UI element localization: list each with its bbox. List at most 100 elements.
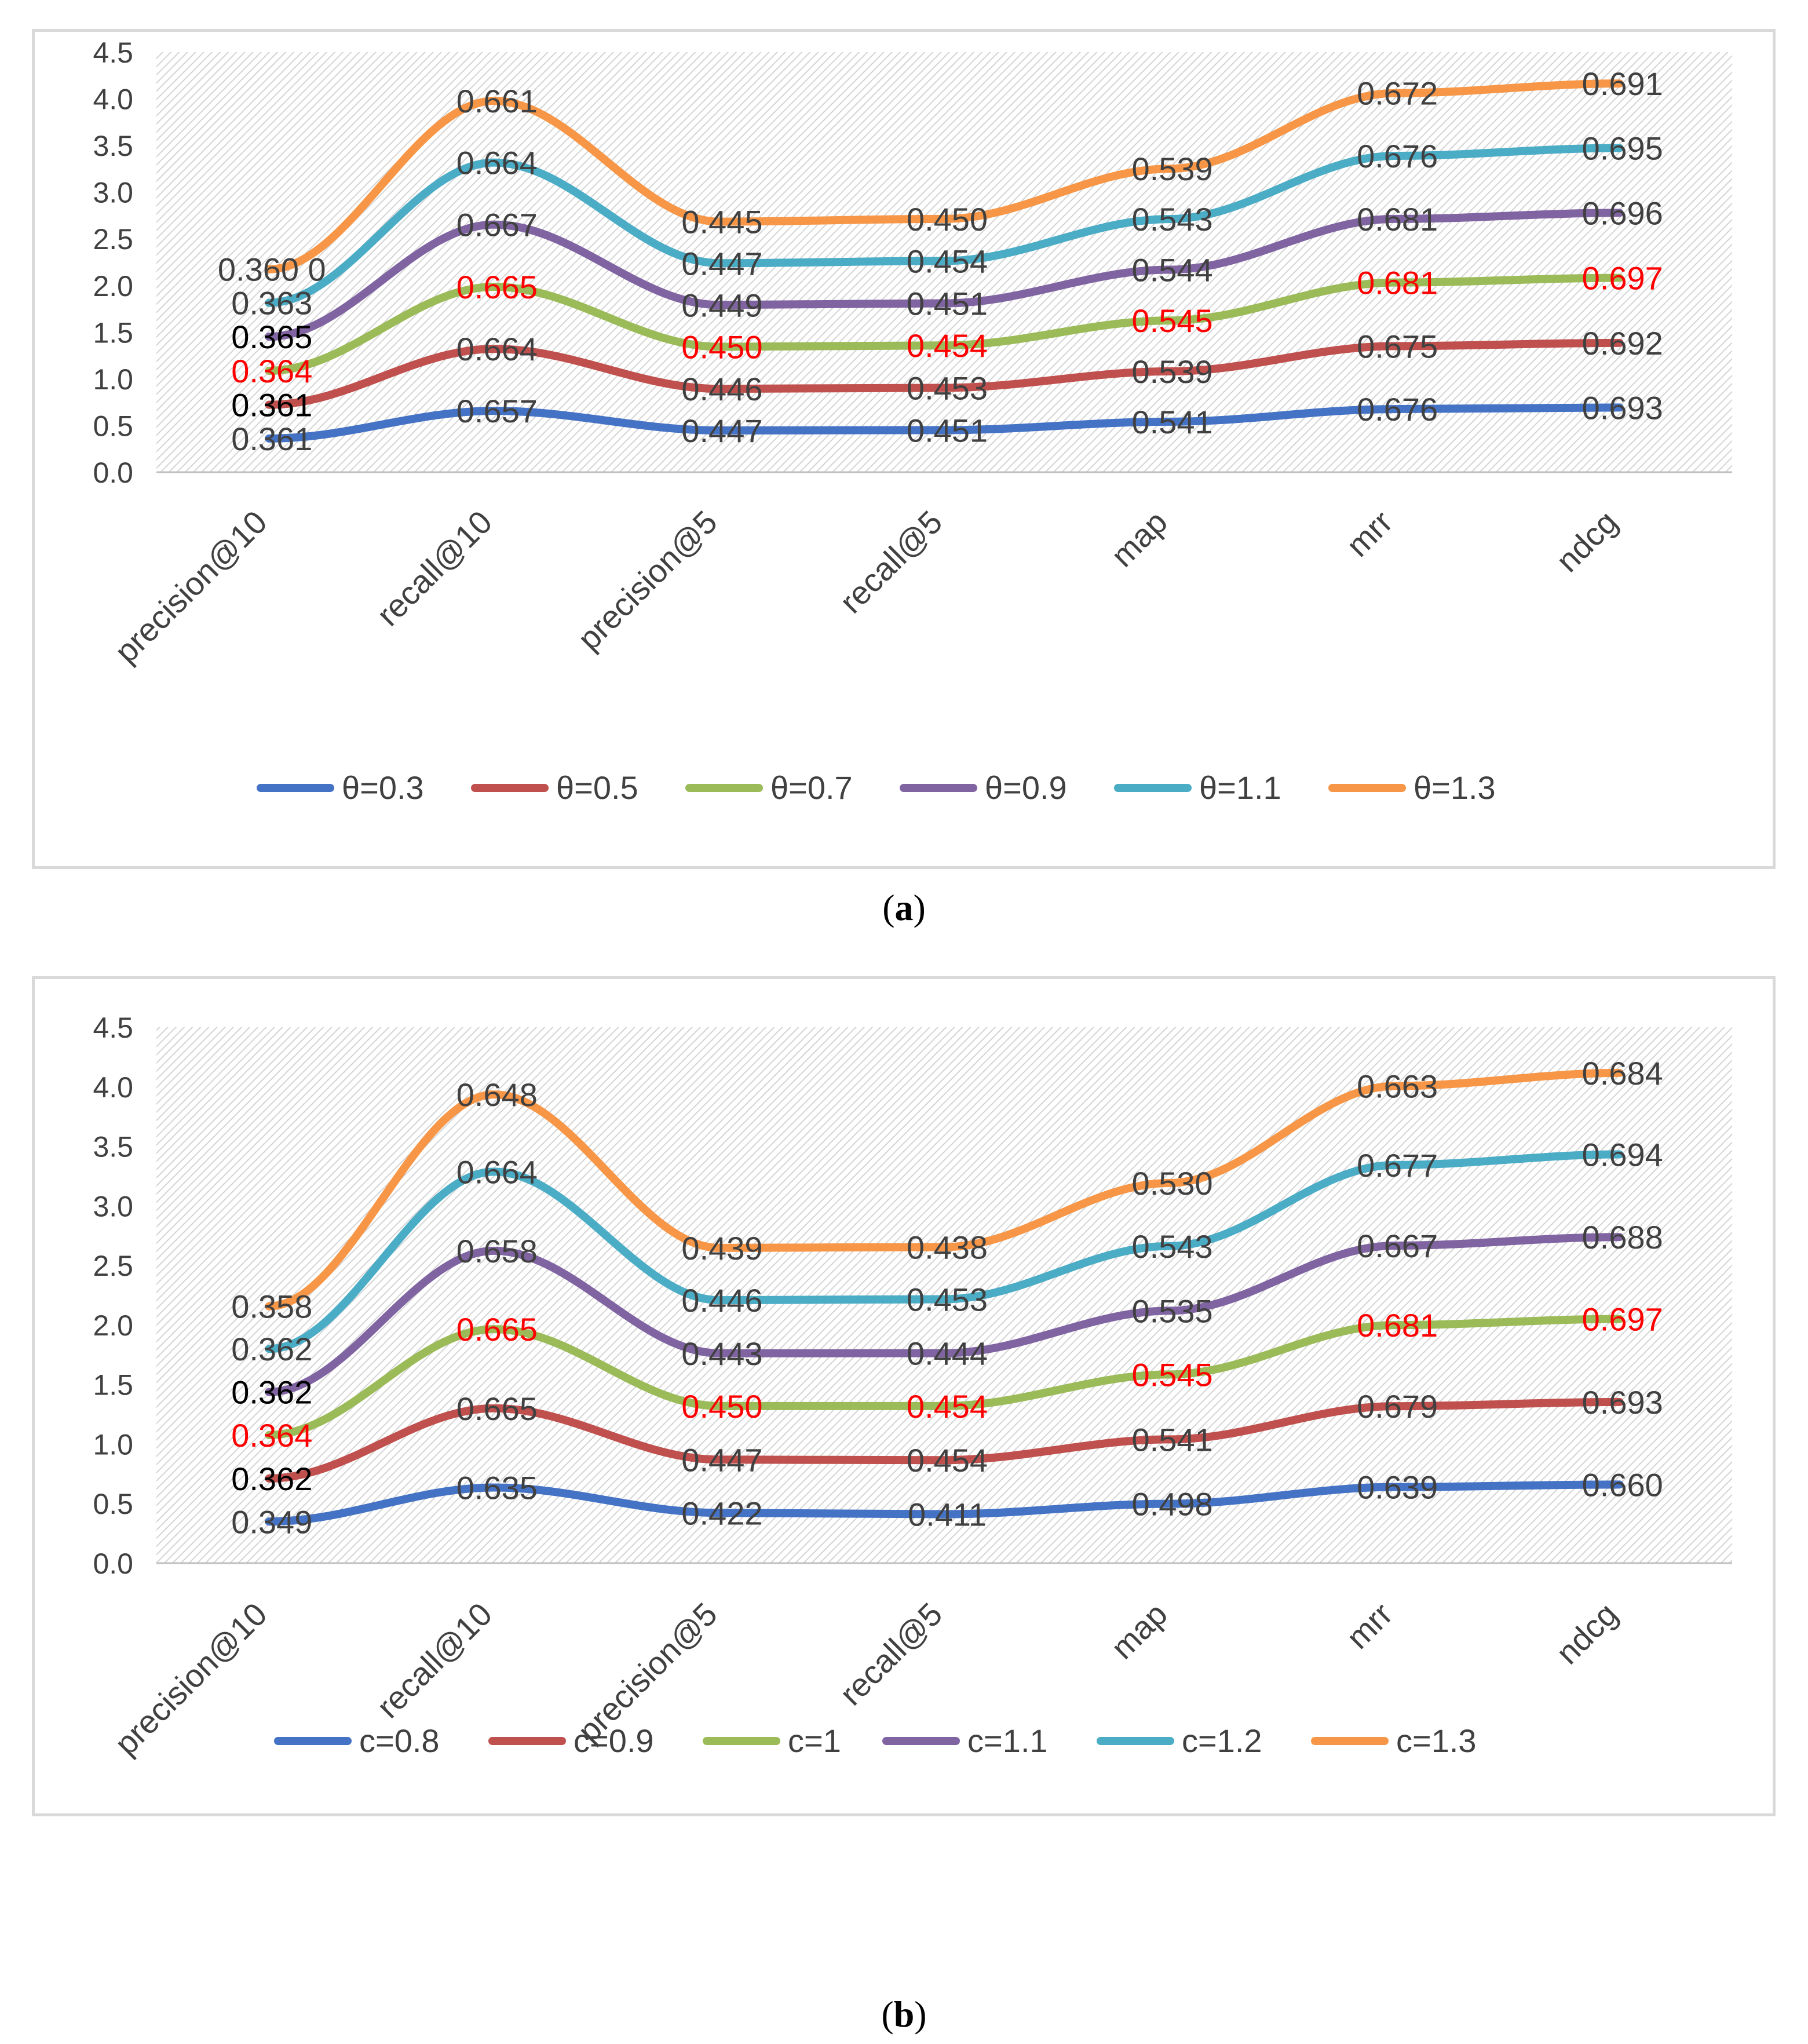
x-tick-label: recall@10 — [370, 1596, 499, 1725]
data-label: 0.681 — [1357, 1307, 1438, 1344]
data-label: 0.539 — [1132, 151, 1213, 187]
y-tick-label: 3.5 — [93, 130, 133, 162]
data-label: 0.535 — [1132, 1293, 1213, 1329]
data-label: 0.658 — [456, 1233, 538, 1269]
series-line — [265, 144, 1624, 307]
legend-entry: c=1.2 — [1097, 1722, 1262, 1759]
data-label: 0.660 — [1582, 1466, 1663, 1503]
data-label: 0.541 — [1132, 404, 1213, 440]
y-tick-label: 0.5 — [93, 1488, 133, 1520]
data-label: 0.362 — [231, 1461, 312, 1497]
x-tick-label: precision@10 — [108, 503, 274, 670]
y-tick-label: 1.0 — [93, 1428, 133, 1461]
series-line — [265, 403, 1624, 443]
legend-label: c=1 — [788, 1722, 841, 1759]
data-label: 0.439 — [681, 1230, 762, 1266]
data-label: 0.446 — [681, 1282, 762, 1319]
y-tick-label: 0.0 — [93, 1547, 133, 1580]
data-label: 0.681 — [1357, 201, 1438, 238]
data-label: 0.438 — [907, 1229, 988, 1265]
y-tick-label: 1.0 — [93, 363, 133, 396]
series-line — [265, 1315, 1624, 1440]
data-label: 0.691 — [1582, 65, 1663, 102]
data-label: 0.665 — [456, 1311, 538, 1348]
line-chart-b: 0.0 0.5 1.0 1.5 2.0 2.5 3.0 3.5 4.0 4.5 precision@… — [93, 1012, 1732, 1762]
data-label: 0.358 — [231, 1289, 312, 1325]
x-tick-label: mrr — [1339, 1596, 1400, 1656]
data-label: 0.664 — [456, 1154, 538, 1190]
y-tick-label: 3.5 — [93, 1131, 133, 1163]
data-label: 0.694 — [1582, 1137, 1663, 1173]
data-label: 0.349 — [231, 1503, 312, 1540]
data-label: 0.675 — [1357, 328, 1438, 364]
data-label: 0.544 — [1132, 252, 1213, 289]
data-label: 0.696 — [1582, 195, 1663, 231]
data-label: 0.543 — [1132, 201, 1213, 238]
series-line — [265, 209, 1624, 341]
y-tick-label: 0.0 — [93, 457, 133, 489]
data-label: 0.444 — [907, 1335, 988, 1372]
data-label: 0.697 — [1582, 260, 1663, 297]
data-label: 0.688 — [1582, 1219, 1663, 1255]
data-label: 0.639 — [1357, 1469, 1438, 1506]
data-label: 0.362 — [231, 1331, 312, 1367]
data-label: 0.664 — [456, 331, 538, 367]
data-label: 0.411 — [908, 1497, 987, 1533]
data-label: 0.657 — [456, 393, 538, 429]
data-label: 0.360 0 — [218, 251, 326, 288]
chart-panel-b: 0.0 0.5 1.0 1.5 2.0 2.5 3.0 3.5 4.0 4.5 precision@… — [32, 976, 1776, 1816]
data-label: 0.451 — [907, 286, 988, 322]
data-label: 0.543 — [1132, 1228, 1213, 1265]
data-label: 0.453 — [907, 1281, 988, 1317]
series-line — [265, 1150, 1624, 1353]
legend-entry: θ=1.1 — [1114, 769, 1281, 806]
legend-label: c=1.2 — [1182, 1722, 1262, 1759]
legend-entry: c=1.3 — [1311, 1722, 1477, 1759]
data-label: 0.677 — [1357, 1147, 1438, 1184]
legend-label: θ=1.3 — [1413, 769, 1496, 806]
series-line — [265, 273, 1624, 375]
data-label: 0.545 — [1132, 1356, 1213, 1393]
data-label: 0.364 — [231, 353, 312, 389]
y-tick-label: 4.0 — [93, 1071, 133, 1104]
y-tick-label: 2.5 — [93, 223, 133, 256]
data-label: 0.697 — [1582, 1301, 1663, 1338]
data-label: 0.635 — [456, 1469, 538, 1506]
data-label: 0.679 — [1357, 1388, 1438, 1425]
legend-label: θ=0.7 — [770, 769, 853, 806]
data-label: 0.530 — [1132, 1165, 1213, 1202]
caption-b-letter: b — [893, 1994, 915, 2035]
data-label: 0.454 — [907, 243, 988, 279]
data-label: 0.454 — [907, 1388, 988, 1425]
data-label: 0.453 — [907, 370, 988, 406]
legend-label: θ=0.3 — [342, 769, 424, 806]
series-line — [265, 1480, 1624, 1526]
series-line — [265, 79, 1624, 273]
data-label: 0.695 — [1582, 130, 1663, 166]
data-label: 0.454 — [907, 327, 988, 364]
data-label: 0.363 — [231, 285, 312, 322]
y-tick-label: 1.5 — [93, 316, 133, 349]
data-label: 0.365 — [231, 319, 312, 355]
legend-entry: c=0.8 — [274, 1722, 440, 1759]
legend-entry: θ=0.7 — [685, 769, 853, 806]
legend-label: θ=0.5 — [556, 769, 638, 806]
data-label: 0.361 — [231, 387, 312, 424]
data-label: 0.446 — [681, 371, 762, 407]
x-tick-label: recall@5 — [832, 503, 949, 620]
data-label: 0.676 — [1357, 391, 1438, 428]
data-label: 0.545 — [1132, 302, 1213, 339]
data-label: 0.361 — [231, 421, 312, 457]
data-label: 0.667 — [456, 207, 538, 243]
data-label: 0.665 — [456, 1390, 538, 1427]
x-tick-label: ndcg — [1549, 503, 1624, 579]
data-label: 0.443 — [681, 1335, 762, 1372]
legend-entry: θ=0.9 — [900, 769, 1067, 806]
series-line — [265, 338, 1624, 409]
y-tick-label: 0.5 — [93, 410, 133, 442]
data-label: 0.364 — [231, 1417, 312, 1454]
data-label: 0.672 — [1357, 75, 1438, 112]
data-label: 0.447 — [681, 245, 762, 282]
data-label: 0.498 — [1132, 1486, 1213, 1523]
x-tick-label: ndcg — [1549, 1596, 1624, 1671]
